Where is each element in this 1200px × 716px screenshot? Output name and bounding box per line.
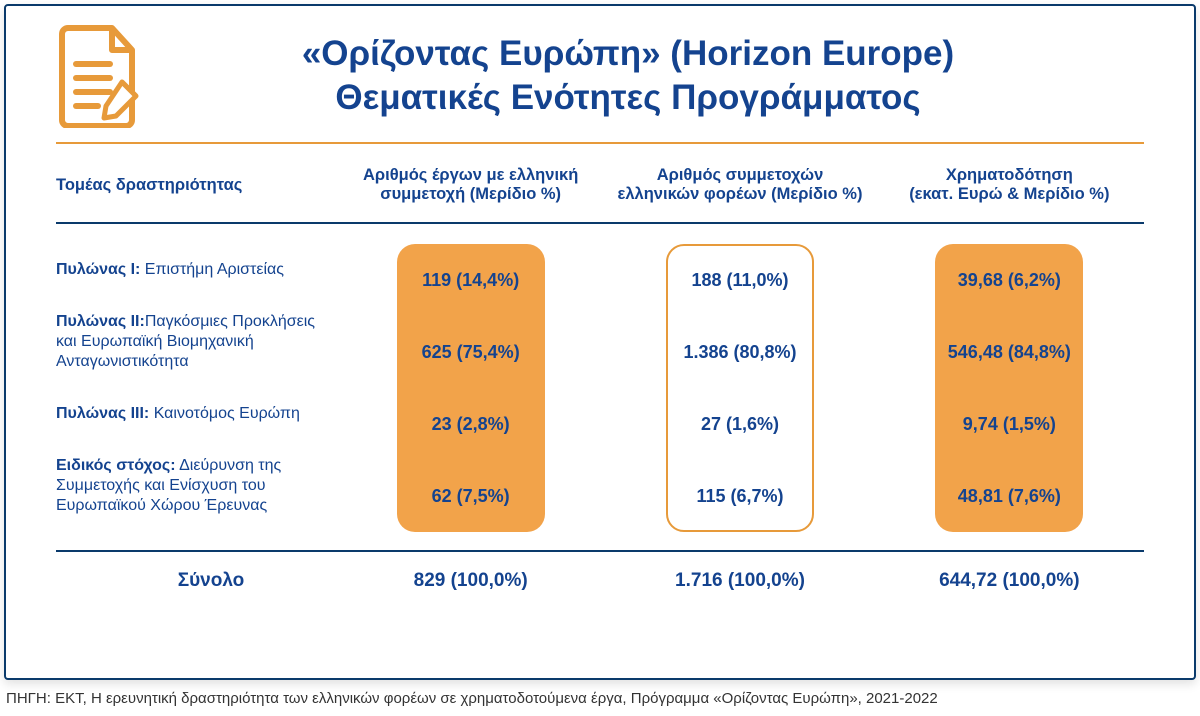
col-header-activity: Τομέας δραστηριότητας [56,176,336,195]
title-line-1: «Ορίζοντας Ευρώπη» (Horizon Europe) [172,32,1084,76]
cell-value: 119 (14,4%) [422,270,519,291]
document-pencil-icon [56,24,144,128]
col-header-projects: Αριθμός έργων με ελληνική συμμετοχή (Μερ… [336,166,605,204]
column-headers: Τομέας δραστηριότητας Αριθμός έργων με ε… [56,162,1144,224]
data-area: Πυλώνας I: Επιστήμη Αριστείας Πυλώνας II… [56,224,1144,552]
row-label: Πυλώνας I: Επιστήμη Αριστείας [56,260,328,280]
cell-value: 39,68 (6,2%) [958,270,1061,291]
cell-value: 188 (11,0%) [691,270,788,291]
cell-value: 625 (75,4%) [422,342,520,363]
cell-value: 23 (2,8%) [432,414,510,435]
cell-value: 27 (1,6%) [701,414,779,435]
col-header-participations: Αριθμός συμμετοχών ελληνικών φορέων (Μερ… [605,166,874,204]
values-col-funding: 39,68 (6,2%) 546,48 (84,8%) 9,74 (1,5%) … [875,236,1144,540]
title-line-2: Θεματικές Ενότητες Προγράμματος [172,76,1084,120]
values-col-participations: 188 (11,0%) 1.386 (80,8%) 27 (1,6%) 115 … [605,236,874,540]
col-header-funding: Χρηματοδότηση (εκατ. Ευρώ & Μερίδιο %) [875,166,1144,204]
total-funding: 644,72 (100,0%) [875,570,1144,592]
cell-value: 115 (6,7%) [696,486,783,507]
header-row: «Ορίζοντας Ευρώπη» (Horizon Europe) Θεμα… [56,24,1144,144]
cell-value: 48,81 (7,6%) [958,486,1061,507]
cell-value: 546,48 (84,8%) [948,342,1071,363]
total-projects: 829 (100,0%) [336,570,605,592]
row-label: Πυλώνας II:Παγκόσμιες Προκλήσεις και Ευρ… [56,312,328,372]
title: «Ορίζοντας Ευρώπη» (Horizon Europe) Θεμα… [172,32,1144,120]
row-label: Πυλώνας III: Καινοτόμος Ευρώπη [56,404,328,424]
total-label: Σύνολο [56,570,336,592]
total-participations: 1.716 (100,0%) [605,570,874,592]
info-card: «Ορίζοντας Ευρώπη» (Horizon Europe) Θεμα… [4,4,1196,680]
cell-value: 1.386 (80,8%) [683,342,796,363]
totals-row: Σύνολο 829 (100,0%) 1.716 (100,0%) 644,7… [56,552,1144,592]
cell-value: 62 (7,5%) [432,486,510,507]
cell-value: 9,74 (1,5%) [963,414,1056,435]
row-label: Ειδικός στόχος: Διεύρυνση της Συμμετοχής… [56,456,328,516]
values-col-projects: 119 (14,4%) 625 (75,4%) 23 (2,8%) 62 (7,… [336,236,605,540]
source-citation: ΠΗΓΗ: ΕΚΤ, Η ερευνητική δραστηριότητα τω… [4,680,1196,707]
row-labels-column: Πυλώνας I: Επιστήμη Αριστείας Πυλώνας II… [56,236,336,540]
